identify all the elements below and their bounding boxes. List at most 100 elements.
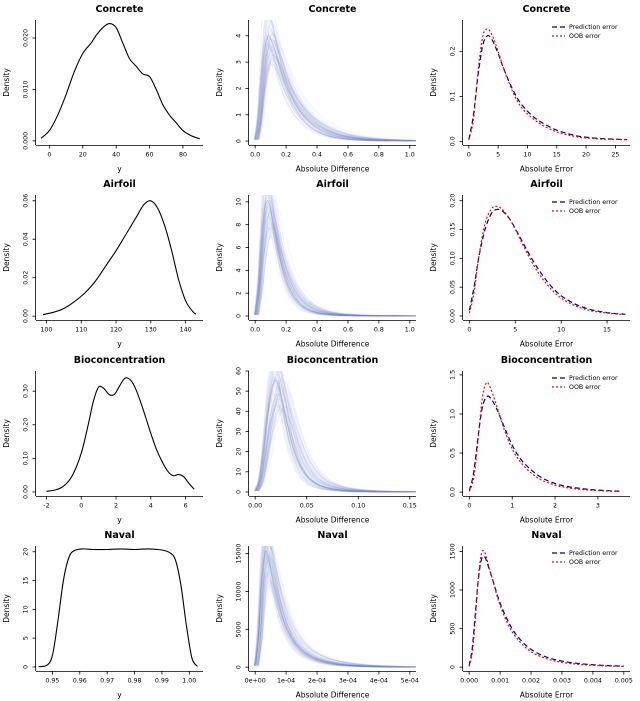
x-tick-label: 0.003 xyxy=(553,677,571,684)
plot-concrete-y: 0 20 40 60 80 0.000 0.010 0.020 y Density Concrete xyxy=(2,4,204,174)
bootstrap-density-curve xyxy=(257,379,388,493)
bootstrap-density-curve xyxy=(254,571,417,668)
bootstrap-density-curve xyxy=(255,228,417,317)
bootstrap-density-curve xyxy=(257,545,408,668)
y-tick-label: 0.20 xyxy=(449,194,456,208)
bootstrap-density-curve xyxy=(257,554,417,668)
legend-label: Prediction error xyxy=(569,375,618,382)
bootstrap-density-curve xyxy=(258,33,409,142)
bootstrap-density-curve xyxy=(255,35,380,142)
plot-airfoil-errors: 0 5 10 15 0.00 0.05 0.10 0.15 0.20 Absolute Error… xyxy=(429,179,630,349)
y-tick-label: 0.10 xyxy=(449,252,456,266)
x-tick-label: 10 xyxy=(557,327,565,334)
bootstrap-density-curve xyxy=(256,43,394,142)
bootstrap-density-curve xyxy=(255,372,384,493)
bootstrap-density-curve xyxy=(255,370,392,493)
y-tick-label: 40 xyxy=(236,407,243,415)
y-tick-label: 0.0 xyxy=(449,137,456,147)
bootstrap-density-curve xyxy=(255,200,415,317)
legend-label: Prediction error xyxy=(569,200,618,207)
bootstrap-density-curve xyxy=(255,195,388,317)
y-tick-label: 3 xyxy=(236,60,243,64)
bootstrap-density-curve xyxy=(257,56,411,142)
bootstrap-density-curve xyxy=(254,43,392,142)
bootstrap-density-curve xyxy=(255,384,414,493)
x-tick-label: 2e-04 xyxy=(308,677,326,684)
x-tick-label: 4e-04 xyxy=(370,677,388,684)
prediction-error-curve xyxy=(468,555,624,667)
bootstrap-density-curve xyxy=(257,370,417,493)
x-tick-label: 0.4 xyxy=(313,152,323,159)
x-tick-label: 4 xyxy=(149,502,153,509)
plot-bio-absdiff: 0.00 0.05 0.10 0.15 0 10 20 30 40 50 60 Absolute Di… xyxy=(215,355,417,525)
y-tick-label: 0.00 xyxy=(23,485,30,499)
bootstrap-density-curve xyxy=(257,545,401,668)
y-tick-label: 10000 xyxy=(236,581,243,601)
bootstrap-density-curve xyxy=(256,216,415,317)
y-axis-label: Density xyxy=(215,243,224,272)
x-tick-label: 0.004 xyxy=(584,677,602,684)
bootstrap-density-curve xyxy=(258,203,385,317)
plot-cell-bio-y: -2 0 2 4 6 0.00 0.10 0.20 0.30 y Density Bioconcent… xyxy=(0,351,213,526)
bootstrap-density-curve xyxy=(257,223,417,317)
plot-cell-naval-absdiff: 0e+00 1e-04 2e-04 3e-04 4e-04 5e-04 0 5000 10000… xyxy=(213,526,426,701)
bootstrap-density-curve xyxy=(254,20,382,142)
plot-title: Naval xyxy=(531,530,561,541)
bootstrap-density-curve xyxy=(257,207,407,317)
y-tick-label: 15 xyxy=(23,576,30,584)
bootstrap-density-curve xyxy=(256,22,417,142)
bootstrap-density-curve xyxy=(254,418,417,492)
bootstrap-density-curve xyxy=(254,377,405,493)
bootstrap-density-curve xyxy=(256,58,417,142)
bootstrap-density-curve xyxy=(254,557,391,668)
bootstrap-density-curve xyxy=(255,39,395,142)
y-axis-label: Density xyxy=(429,68,438,97)
bootstrap-density-core xyxy=(255,379,411,493)
legend-label: OOB error xyxy=(569,209,601,216)
bootstrap-density-curve xyxy=(258,223,417,317)
x-tick-label: 0.0 xyxy=(251,152,261,159)
bootstrap-density-curve xyxy=(256,389,417,492)
x-tick-label: 1e-04 xyxy=(278,677,296,684)
x-tick-label: 2 xyxy=(553,502,557,509)
bootstrap-density-curve xyxy=(255,210,417,317)
legend: Prediction error OOB error xyxy=(551,375,618,391)
y-tick-label: 0.020 xyxy=(23,29,30,47)
bootstrap-density-curve xyxy=(257,570,405,668)
plot-bio-y: -2 0 2 4 6 0.00 0.10 0.20 0.30 y Density Bioconcent… xyxy=(2,355,204,524)
bootstrap-density-curve xyxy=(255,27,417,142)
bootstrap-density-curve xyxy=(258,547,417,668)
bootstrap-density-curve xyxy=(254,398,417,492)
x-tick-label: 40 xyxy=(112,152,120,159)
bootstrap-density-curve xyxy=(256,370,388,493)
bootstrap-density-curve xyxy=(257,20,417,142)
bootstrap-density-curve xyxy=(255,378,417,492)
y-tick-label: 0.000 xyxy=(23,132,30,150)
bootstrap-density-curve xyxy=(256,370,407,493)
bootstrap-density-curve xyxy=(258,577,417,668)
bootstrap-density-curve xyxy=(255,545,417,668)
x-tick-label: 0.95 xyxy=(46,677,60,684)
bootstrap-density-curve xyxy=(255,46,410,142)
x-axis-label: Absolute Difference xyxy=(296,340,370,349)
x-tick-label: 130 xyxy=(145,327,157,334)
plot-airfoil-absdiff: 0.0 0.2 0.4 0.6 0.8 1.0 0 2 4 6 8 10 Absolute Differ… xyxy=(215,179,417,349)
bootstrap-density-curve xyxy=(256,377,417,492)
bootstrap-density-curve xyxy=(258,385,417,492)
bootstrap-density-curve xyxy=(256,585,417,668)
bootstrap-density-curve xyxy=(257,200,417,317)
bootstrap-density-curve xyxy=(256,195,393,317)
bootstrap-density-curve xyxy=(258,32,416,142)
x-tick-label: 3e-04 xyxy=(339,677,357,684)
prediction-error-curve xyxy=(468,35,627,141)
plot-naval-errors: 0.000 0.001 0.002 0.003 0.004 0.005 0 500 1000 15… xyxy=(429,530,633,700)
bootstrap-density-curve xyxy=(253,551,417,668)
x-tick-label: 0e+00 xyxy=(245,677,266,684)
bootstrap-density-curve xyxy=(258,370,412,493)
x-tick-label: 0.99 xyxy=(155,677,169,684)
bootstrap-density-curve xyxy=(258,228,417,317)
bootstrap-density-curve xyxy=(255,38,417,142)
bootstrap-density-curve xyxy=(256,558,412,668)
bootstrap-density-curve xyxy=(258,213,409,317)
bootstrap-density-curve xyxy=(254,198,396,317)
